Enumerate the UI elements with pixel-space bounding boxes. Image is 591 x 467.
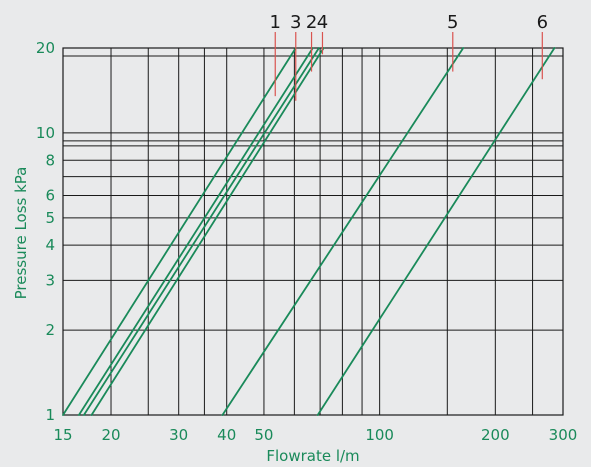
series-line-1 xyxy=(62,47,297,416)
x-tick-label: 100 xyxy=(365,426,394,444)
plot-frame xyxy=(62,47,564,416)
y-tick-label: 1 xyxy=(45,406,55,424)
grid xyxy=(62,47,564,416)
y-tick-label: 5 xyxy=(45,209,55,227)
series-line-3 xyxy=(78,47,314,416)
x-tick-label: 50 xyxy=(254,426,273,444)
x-tick-label: 40 xyxy=(217,426,236,444)
tick-labels: 15 20 30 40 50 100 200 300 1 2 3 4 5 6 8 10 20 xyxy=(36,39,577,444)
y-tick-label: 8 xyxy=(45,151,55,169)
x-tick-label: 30 xyxy=(169,426,188,444)
x-tick-label: 20 xyxy=(101,426,120,444)
series-lines xyxy=(62,47,556,416)
y-tick-label: 3 xyxy=(45,271,55,289)
series-line-6 xyxy=(316,47,556,416)
y-axis-title: Pressure Loss kPa xyxy=(12,167,30,300)
y-tick-label: 6 xyxy=(45,186,55,204)
series-callout-label: 5 xyxy=(447,12,458,33)
series-callout-label: 1 xyxy=(270,12,281,33)
series-callout-label: 6 xyxy=(537,12,548,33)
y-tick-label: 20 xyxy=(36,39,55,57)
series-line-2 xyxy=(82,47,320,416)
series-line-5 xyxy=(221,47,465,416)
y-tick-label: 4 xyxy=(45,236,55,254)
series-callout-label: 2 xyxy=(306,12,317,33)
x-tick-label: 200 xyxy=(481,426,510,444)
x-tick-label: 300 xyxy=(549,426,578,444)
series-callout-label: 4 xyxy=(317,12,328,33)
y-tick-label: 2 xyxy=(45,321,55,339)
y-tick-label: 10 xyxy=(36,124,55,142)
x-tick-label: 15 xyxy=(53,426,72,444)
series-line-4 xyxy=(90,47,325,416)
x-axis-title: Flowrate l/m xyxy=(266,447,359,465)
series-callout-label: 3 xyxy=(290,12,301,33)
series-callouts: 1 23 4 5 6 xyxy=(270,12,548,101)
